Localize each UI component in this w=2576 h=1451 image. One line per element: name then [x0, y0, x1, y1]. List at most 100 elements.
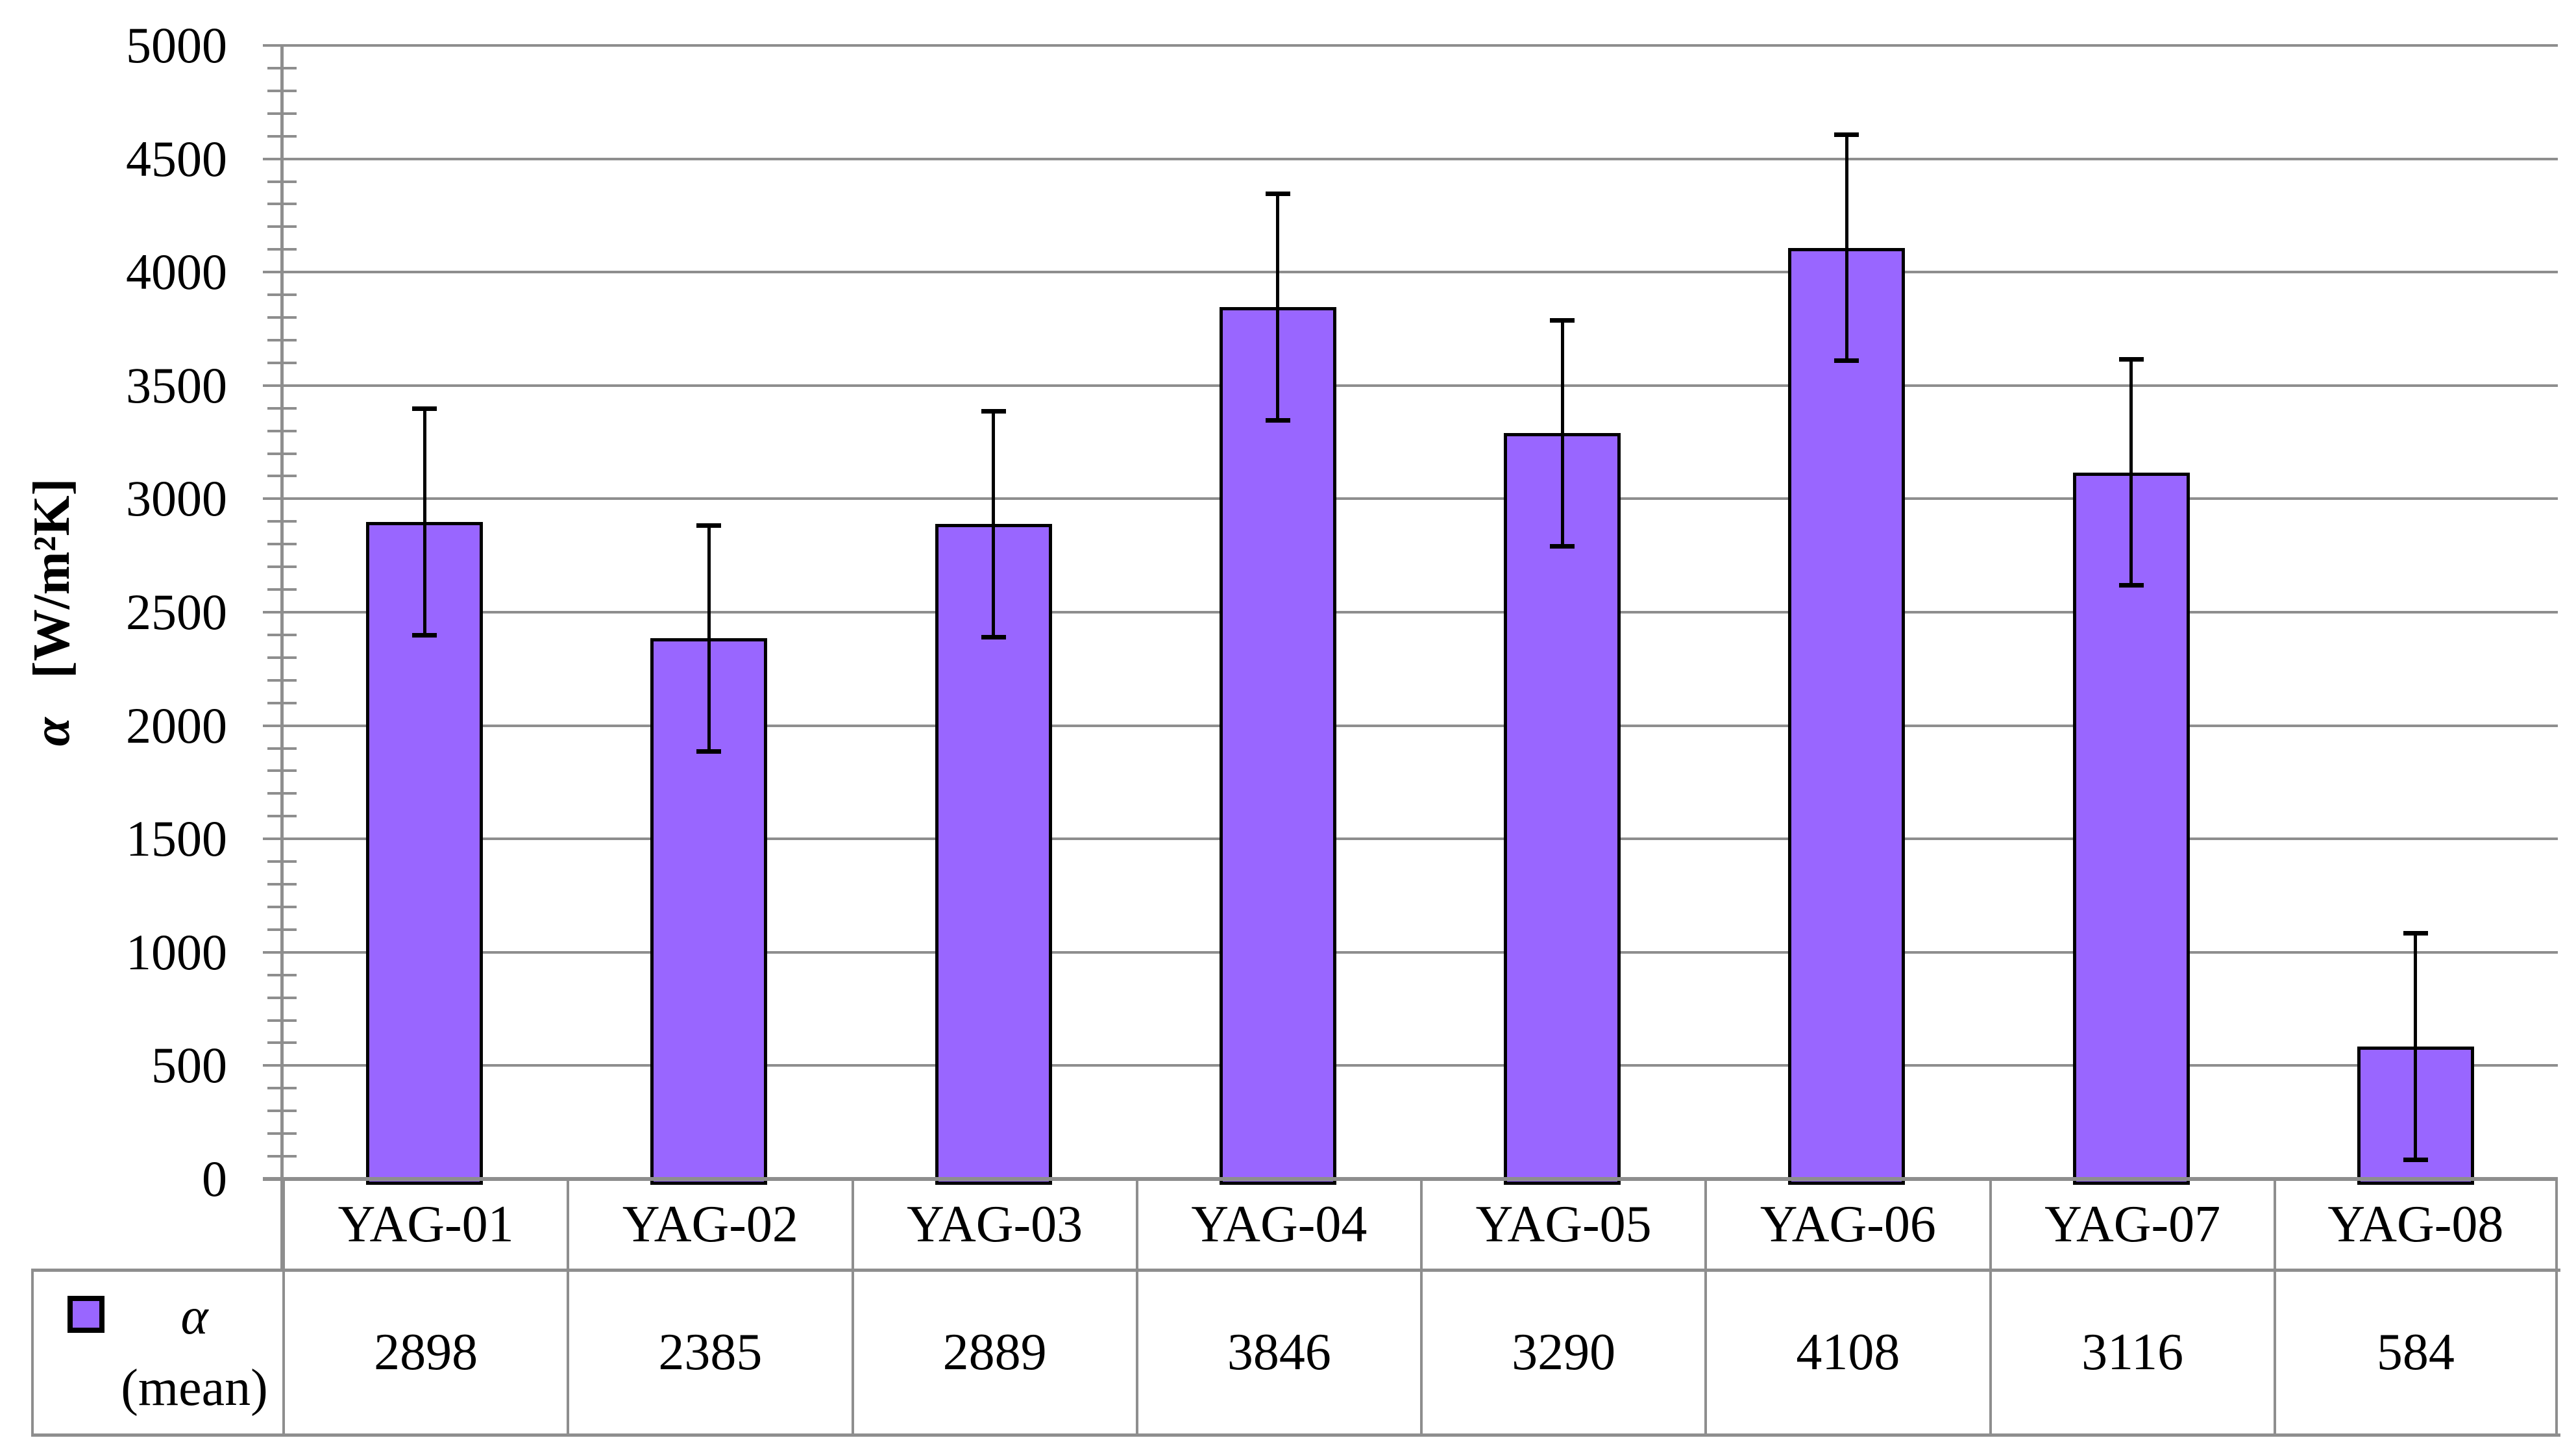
error-bar-cap-top	[696, 523, 722, 528]
y-minor-tick	[267, 338, 297, 341]
y-minor-tick	[267, 112, 297, 115]
legend-cell: α (mean)	[31, 1271, 282, 1433]
y-minor-tick	[267, 565, 297, 569]
error-bar-cap-bottom	[2403, 1157, 2428, 1162]
y-minor-tick	[267, 543, 297, 546]
y-minor-tick	[267, 361, 297, 364]
value-cell-YAG-05: 3290	[1420, 1271, 1704, 1433]
error-bar-YAG-02	[696, 523, 722, 754]
y-minor-tick	[267, 996, 297, 999]
error-bar-line	[1845, 132, 1848, 364]
error-bar-line	[1276, 192, 1280, 423]
gridline-3000	[263, 497, 2558, 501]
value-cell-YAG-08: 584	[2273, 1271, 2558, 1433]
y-tick-label-3500: 3500	[126, 356, 227, 414]
error-bar-line	[2129, 357, 2133, 588]
gridline-4500	[263, 157, 2558, 160]
error-bar-cap-bottom	[412, 632, 437, 638]
error-bar-line	[423, 406, 426, 638]
table-bottom-border	[31, 1433, 2560, 1437]
y-minor-tick	[267, 520, 297, 523]
y-minor-tick	[267, 180, 297, 183]
gridline-1000	[263, 950, 2558, 954]
y-minor-tick	[267, 1132, 297, 1135]
error-bar-line	[2414, 931, 2418, 1162]
y-minor-tick	[267, 928, 297, 931]
error-bar-YAG-06	[1834, 132, 1859, 364]
bar-YAG-07	[2072, 472, 2190, 1185]
legend-suffix: (mean)	[121, 1359, 268, 1417]
y-minor-tick	[267, 633, 297, 636]
value-cell-YAG-04: 3846	[1135, 1271, 1420, 1433]
y-minor-tick	[267, 860, 297, 863]
category-cell-YAG-02: YAG-02	[567, 1179, 851, 1270]
error-bar-cap-top	[1265, 192, 1290, 197]
y-minor-tick	[267, 678, 297, 682]
legend-label: α (mean)	[112, 1271, 277, 1433]
bar-YAG-05	[1504, 433, 1621, 1185]
error-bar-YAG-03	[981, 408, 1006, 639]
error-bar-line	[992, 408, 996, 639]
y-tick-label-3000: 3000	[126, 470, 227, 527]
error-bar-cap-top	[412, 406, 437, 412]
y-minor-tick	[267, 293, 297, 297]
error-bar-YAG-04	[1265, 192, 1290, 423]
error-bar-YAG-08	[2403, 931, 2428, 1162]
category-cell-YAG-06: YAG-06	[1704, 1179, 1989, 1270]
y-minor-tick	[267, 1110, 297, 1113]
value-cell-YAG-01: 2898	[282, 1271, 567, 1433]
error-bar-cap-top	[2403, 931, 2428, 936]
y-tick-label-2500: 2500	[126, 584, 227, 640]
y-minor-tick	[267, 1019, 297, 1022]
error-bar-cap-top	[1550, 317, 1575, 323]
gridline-5000	[263, 44, 2558, 47]
y-minor-tick	[267, 1087, 297, 1090]
value-cell-YAG-07: 3116	[1989, 1271, 2274, 1433]
error-bar-cap-bottom	[1265, 417, 1290, 423]
category-cell-YAG-07: YAG-07	[1989, 1179, 2274, 1270]
gridline-2000	[263, 724, 2558, 727]
y-tick-label-5000: 5000	[126, 17, 227, 73]
category-cell-YAG-01: YAG-01	[282, 1179, 567, 1270]
y-minor-tick	[267, 792, 297, 795]
value-cell-YAG-02: 2385	[567, 1271, 851, 1433]
value-cell-YAG-03: 2889	[851, 1271, 1136, 1433]
y-minor-tick	[267, 248, 297, 251]
y-minor-tick	[267, 973, 297, 976]
y-minor-tick	[267, 1155, 297, 1158]
y-tick-label-1000: 1000	[126, 923, 227, 980]
y-minor-tick	[267, 1041, 297, 1045]
y-minor-tick	[267, 588, 297, 591]
gridline-500	[263, 1064, 2558, 1067]
error-bar-cap-top	[2118, 357, 2144, 362]
y-minor-tick	[267, 89, 297, 92]
y-minor-tick	[267, 747, 297, 750]
plot-area	[263, 44, 2558, 1270]
y-minor-tick	[267, 203, 297, 206]
error-bar-cap-bottom	[1834, 358, 1859, 364]
y-tick-label-4500: 4500	[126, 130, 227, 187]
category-cell-YAG-03: YAG-03	[851, 1179, 1136, 1270]
table-row-divider	[31, 1269, 2560, 1272]
error-bar-cap-bottom	[696, 749, 722, 754]
error-bar-YAG-01	[412, 406, 437, 638]
value-cell-YAG-06: 4108	[1704, 1271, 1989, 1433]
y-minor-tick	[267, 429, 297, 432]
y-minor-tick	[267, 656, 297, 659]
y-minor-tick	[267, 815, 297, 818]
error-bar-cap-bottom	[1550, 543, 1575, 549]
y-tick-label-0: 0	[202, 1150, 227, 1207]
error-bar-line	[1560, 317, 1564, 549]
error-bar-YAG-07	[2118, 357, 2144, 588]
x-axis-line	[263, 1177, 2558, 1181]
y-minor-tick	[267, 475, 297, 478]
legend-symbol: α	[180, 1288, 208, 1345]
y-tick-label-500: 500	[151, 1037, 227, 1094]
bar-YAG-06	[1788, 247, 1906, 1185]
gridline-4000	[263, 271, 2558, 274]
category-cell-YAG-08: YAG-08	[2273, 1179, 2558, 1270]
error-bar-YAG-05	[1550, 317, 1575, 549]
legend-color-swatch	[67, 1296, 104, 1333]
error-bar-cap-bottom	[2118, 583, 2144, 588]
